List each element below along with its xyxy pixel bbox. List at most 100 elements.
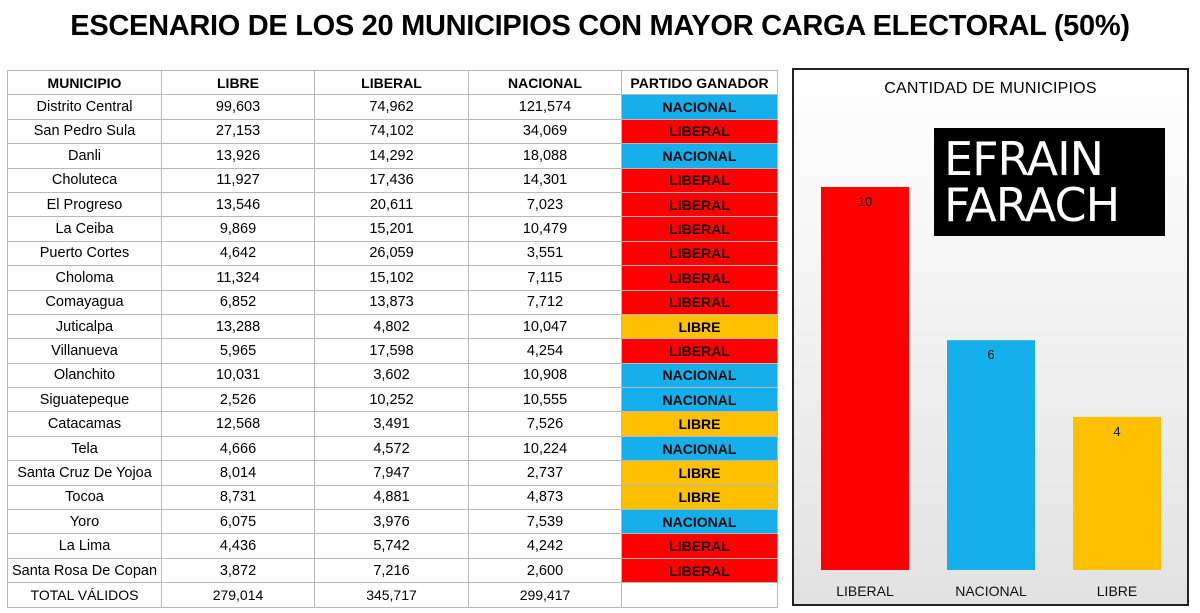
cell-libre: 8,731 bbox=[161, 484, 315, 511]
cell-nacional: 2,737 bbox=[468, 460, 622, 486]
column-header-partido-ganador: PARTIDO GANADOR bbox=[621, 69, 778, 96]
cell-municipio: Comayagua bbox=[7, 289, 162, 315]
cell-municipio: Villanueva bbox=[7, 338, 162, 364]
cell-liberal: 7,216 bbox=[314, 557, 469, 584]
cell-nacional: 18,088 bbox=[468, 143, 622, 169]
cell-liberal: 4,881 bbox=[314, 484, 469, 511]
table-row: Puerto Cortes 4,642 26,059 3,551 LIBERAL bbox=[7, 240, 778, 267]
cell-ganador: NACIONAL bbox=[621, 509, 778, 535]
cell-liberal: 4,572 bbox=[314, 435, 469, 462]
cell-municipio: Puerto Cortes bbox=[7, 240, 162, 267]
cell-ganador: LIBRE bbox=[621, 411, 778, 437]
cell-liberal: 17,598 bbox=[314, 338, 469, 364]
cell-municipio: Siguatepeque bbox=[7, 387, 162, 413]
cell-nacional: 121,574 bbox=[468, 94, 622, 120]
cell-nacional: 7,539 bbox=[468, 509, 622, 535]
cell-nacional: 7,023 bbox=[468, 191, 622, 218]
cell-ganador: LIBERAL bbox=[621, 191, 778, 218]
table-row: Santa Cruz De Yojoa 8,014 7,947 2,737 LIBRE bbox=[7, 460, 778, 486]
cell-municipio: Tela bbox=[7, 435, 162, 462]
table-body: Distrito Central 99,603 74,962 121,574 NACIO… bbox=[7, 94, 778, 584]
cell-liberal: 15,102 bbox=[314, 265, 469, 291]
cell-municipio: Olanchito bbox=[7, 362, 162, 389]
table-row: San Pedro Sula 27,153 74,102 34,069 LIBERAL bbox=[7, 118, 778, 145]
cell-libre: 13,926 bbox=[161, 143, 315, 169]
cell-ganador: LIBERAL bbox=[621, 216, 778, 242]
table-row: La Ceiba 9,869 15,201 10,479 LIBERAL bbox=[7, 216, 778, 242]
table-row: Santa Rosa De Copan 3,872 7,216 2,600 LIBERA… bbox=[7, 557, 778, 584]
cell-ganador: LIBERAL bbox=[621, 167, 778, 193]
cell-ganador: LIBERAL bbox=[621, 338, 778, 364]
table-row: Yoro 6,075 3,976 7,539 NACIONAL bbox=[7, 509, 778, 535]
total-ganador bbox=[621, 582, 778, 608]
cell-libre: 4,436 bbox=[161, 533, 315, 559]
cell-ganador: NACIONAL bbox=[621, 435, 778, 462]
cell-ganador: LIBRE bbox=[621, 313, 778, 340]
bar-libre bbox=[1073, 416, 1161, 570]
cell-ganador: LIBRE bbox=[621, 460, 778, 486]
cell-nacional: 7,115 bbox=[468, 265, 622, 291]
cell-liberal: 10,252 bbox=[314, 387, 469, 413]
cell-libre: 8,014 bbox=[161, 460, 315, 486]
cell-liberal: 3,602 bbox=[314, 362, 469, 389]
column-header-nacional: NACIONAL bbox=[468, 69, 622, 96]
cell-nacional: 3,551 bbox=[468, 240, 622, 267]
cell-libre: 2,526 bbox=[161, 387, 315, 413]
table-row: Comayagua 6,852 13,873 7,712 LIBERAL bbox=[7, 289, 778, 315]
column-header-libre: LIBRE bbox=[161, 69, 315, 96]
chart-title: CANTIDAD DE MUNICIPIOS bbox=[884, 80, 1097, 97]
cell-liberal: 20,611 bbox=[314, 191, 469, 218]
table-row: Villanueva 5,965 17,598 4,254 LIBERAL bbox=[7, 338, 778, 364]
cell-liberal: 15,201 bbox=[314, 216, 469, 242]
cell-liberal: 74,962 bbox=[314, 94, 469, 120]
cell-municipio: El Progreso bbox=[7, 191, 162, 218]
cell-municipio: Choluteca bbox=[7, 167, 162, 193]
cell-nacional: 10,224 bbox=[468, 435, 622, 462]
cell-municipio: Tocoa bbox=[7, 484, 162, 511]
cell-municipio: La Ceiba bbox=[7, 216, 162, 242]
table-row: La Lima 4,436 5,742 4,242 LIBERAL bbox=[7, 533, 778, 559]
table-row: Catacamas 12,568 3,491 7,526 LIBRE bbox=[7, 411, 778, 437]
cell-liberal: 5,742 bbox=[314, 533, 469, 559]
cell-liberal: 13,873 bbox=[314, 289, 469, 315]
cell-municipio: Santa Cruz De Yojoa bbox=[7, 460, 162, 486]
cell-nacional: 10,908 bbox=[468, 362, 622, 389]
total-label: TOTAL VÁLIDOS bbox=[7, 582, 162, 608]
cell-liberal: 3,976 bbox=[314, 509, 469, 535]
total-liberal: 345,717 bbox=[314, 582, 469, 608]
table-row: Siguatepeque 2,526 10,252 10,555 NACIONAL bbox=[7, 387, 778, 413]
page-title: ESCENARIO DE LOS 20 MUNICIPIOS CON MAYOR… bbox=[70, 10, 1130, 42]
column-header-municipio: MUNICIPIO bbox=[7, 69, 162, 96]
total-row: TOTAL VÁLIDOS 279,014 345,717 299,417 bbox=[7, 582, 778, 608]
cell-municipio: Choloma bbox=[7, 265, 162, 291]
cell-libre: 11,927 bbox=[161, 167, 315, 193]
cell-libre: 3,872 bbox=[161, 557, 315, 584]
cell-liberal: 4,802 bbox=[314, 313, 469, 340]
cell-ganador: LIBERAL bbox=[621, 557, 778, 584]
table-row: El Progreso 13,546 20,611 7,023 LIBERAL bbox=[7, 191, 778, 218]
table-row: Tela 4,666 4,572 10,224 NACIONAL bbox=[7, 435, 778, 462]
cell-liberal: 14,292 bbox=[314, 143, 469, 169]
cell-nacional: 34,069 bbox=[468, 118, 622, 145]
cell-libre: 11,324 bbox=[161, 265, 315, 291]
table-row: Choluteca 11,927 17,436 14,301 LIBERAL bbox=[7, 167, 778, 193]
cell-libre: 99,603 bbox=[161, 94, 315, 120]
cell-liberal: 26,059 bbox=[314, 240, 469, 267]
table-row: Olanchito 10,031 3,602 10,908 NACIONAL bbox=[7, 362, 778, 389]
category-label-libre: LIBRE bbox=[1097, 583, 1137, 599]
table-row: Distrito Central 99,603 74,962 121,574 NACIO… bbox=[7, 94, 778, 120]
table-row: Choloma 11,324 15,102 7,115 LIBERAL bbox=[7, 265, 778, 291]
cell-municipio: Juticalpa bbox=[7, 313, 162, 340]
table-header-row: MUNICIPIO LIBRE LIBERAL NACIONAL PARTIDO… bbox=[7, 69, 778, 96]
cell-libre: 4,666 bbox=[161, 435, 315, 462]
cell-ganador: LIBERAL bbox=[621, 118, 778, 145]
municipality-count-chart: CANTIDAD DE MUNICIPIOS 10 LIBERAL 6 NACIONA… bbox=[792, 68, 1189, 606]
cell-libre: 13,546 bbox=[161, 191, 315, 218]
data-label-libre: 4 bbox=[1113, 424, 1120, 439]
cell-ganador: LIBERAL bbox=[621, 533, 778, 559]
cell-municipio: Danli bbox=[7, 143, 162, 169]
cell-ganador: LIBERAL bbox=[621, 289, 778, 315]
cell-ganador: NACIONAL bbox=[621, 143, 778, 169]
cell-ganador: NACIONAL bbox=[621, 362, 778, 389]
cell-municipio: San Pedro Sula bbox=[7, 118, 162, 145]
